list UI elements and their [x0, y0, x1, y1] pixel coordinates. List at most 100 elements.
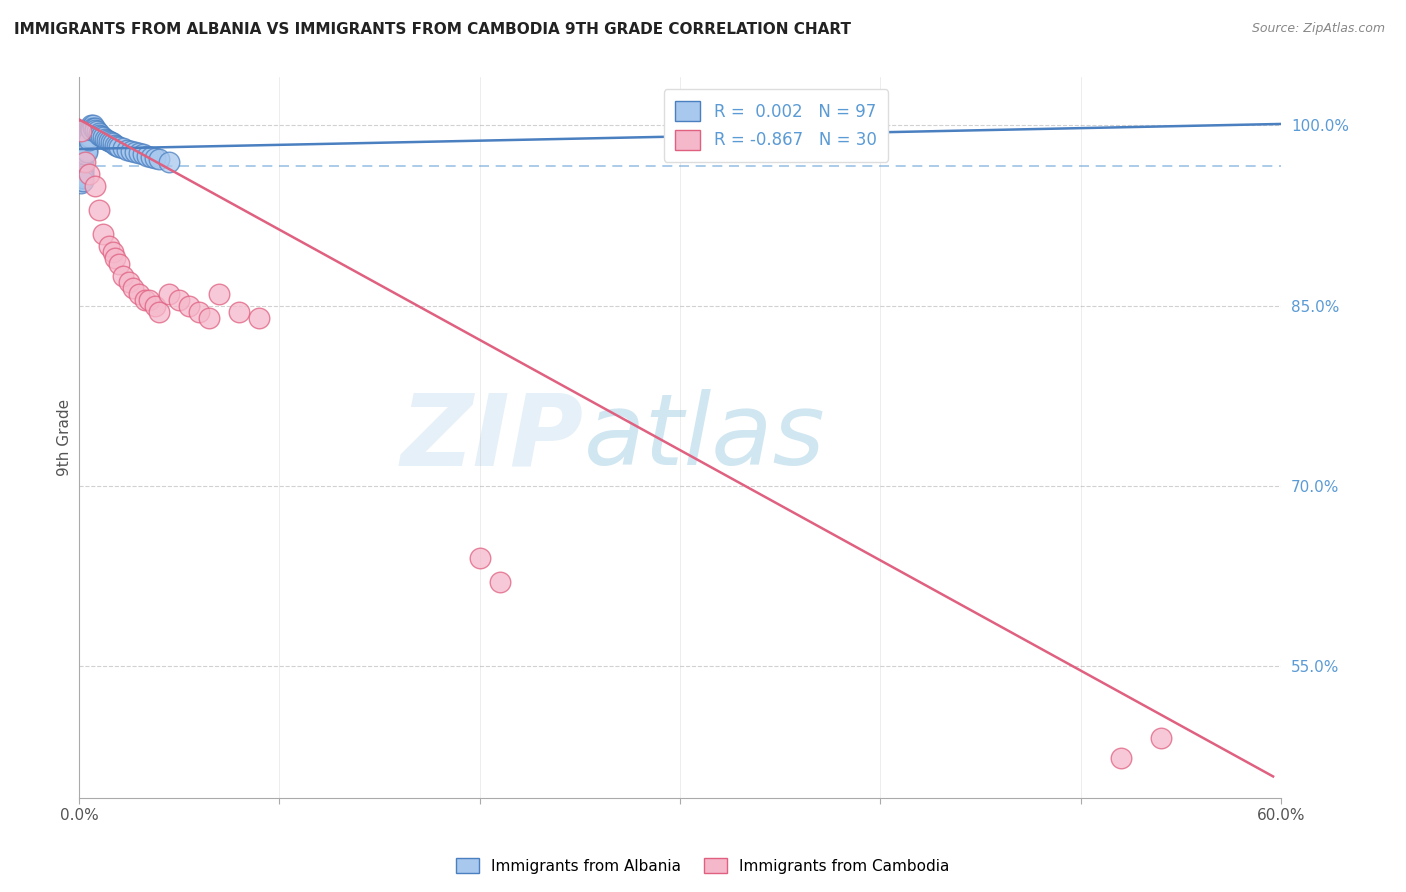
Point [72, 150, 94, 164]
Point [72, 174, 94, 188]
Point [124, 145, 146, 159]
Point [101, 244, 124, 259]
Point [70, 167, 93, 181]
Text: ZIP: ZIP [401, 389, 583, 486]
Point [70, 161, 93, 176]
Point [115, 143, 138, 157]
Point [136, 148, 159, 162]
Point [198, 310, 221, 325]
Point [72, 161, 94, 176]
Point [76, 140, 98, 154]
Point [148, 152, 170, 166]
Point [77, 126, 100, 140]
Point [76, 126, 98, 140]
Point [72, 169, 94, 183]
Point [91, 130, 114, 145]
Point [70, 136, 93, 150]
Point [70, 137, 93, 152]
Point [90, 129, 112, 144]
Point [228, 304, 250, 318]
Point [72, 164, 94, 178]
Point [91, 227, 114, 241]
Point [76, 123, 98, 137]
Point [86, 124, 108, 138]
Point [84, 123, 107, 137]
Point [77, 120, 100, 135]
Point [75, 136, 97, 150]
Point [108, 140, 131, 154]
Point [132, 147, 155, 161]
Point [72, 159, 94, 173]
Point [72, 137, 94, 152]
Point [89, 202, 111, 217]
Point [76, 145, 98, 159]
Point [70, 174, 93, 188]
Point [70, 140, 93, 154]
Point [80, 123, 103, 137]
Point [169, 293, 191, 307]
Point [77, 130, 100, 145]
Point [70, 130, 93, 145]
Point [148, 304, 170, 318]
Point [118, 275, 141, 289]
Point [122, 280, 145, 294]
Point [76, 133, 98, 147]
Point [89, 128, 111, 142]
Text: IMMIGRANTS FROM ALBANIA VS IMMIGRANTS FROM CAMBODIA 9TH GRADE CORRELATION CHART: IMMIGRANTS FROM ALBANIA VS IMMIGRANTS FR… [14, 22, 851, 37]
Point [72, 171, 94, 186]
Point [94, 131, 117, 145]
Point [100, 136, 122, 150]
Point [98, 238, 121, 252]
Point [101, 136, 124, 151]
Point [72, 147, 94, 161]
Point [157, 286, 180, 301]
Point [70, 143, 93, 157]
Point [104, 137, 127, 152]
Point [72, 152, 94, 166]
Point [105, 139, 128, 153]
Point [72, 140, 94, 154]
Point [75, 133, 97, 147]
Point [70, 176, 93, 190]
Point [157, 154, 180, 169]
Point [77, 123, 100, 137]
Point [76, 130, 98, 145]
Point [80, 120, 103, 135]
Point [468, 550, 491, 565]
Point [70, 164, 93, 178]
Point [1109, 751, 1132, 765]
Point [82, 120, 104, 135]
Point [80, 119, 103, 133]
Point [98, 134, 121, 148]
Text: Source: ZipAtlas.com: Source: ZipAtlas.com [1251, 22, 1385, 36]
Point [96, 133, 118, 147]
Point [84, 178, 107, 193]
Point [143, 151, 166, 165]
Point [89, 126, 111, 140]
Point [249, 310, 271, 325]
Point [72, 133, 94, 147]
Legend: Immigrants from Albania, Immigrants from Cambodia: Immigrants from Albania, Immigrants from… [450, 852, 956, 880]
Point [70, 124, 93, 138]
Point [72, 154, 94, 169]
Point [179, 299, 201, 313]
Point [75, 140, 97, 154]
Point [134, 293, 156, 307]
Point [188, 304, 211, 318]
Point [112, 268, 135, 283]
Text: atlas: atlas [583, 389, 825, 486]
Point [128, 286, 150, 301]
Point [108, 257, 131, 271]
Point [70, 152, 93, 166]
Point [70, 145, 93, 159]
Point [70, 133, 93, 147]
Point [138, 293, 160, 307]
Point [1150, 731, 1173, 745]
Point [75, 143, 97, 157]
Point [120, 144, 142, 158]
Point [128, 146, 150, 161]
Point [84, 120, 107, 135]
Point [70, 147, 93, 161]
Point [76, 143, 98, 157]
Point [75, 128, 97, 142]
